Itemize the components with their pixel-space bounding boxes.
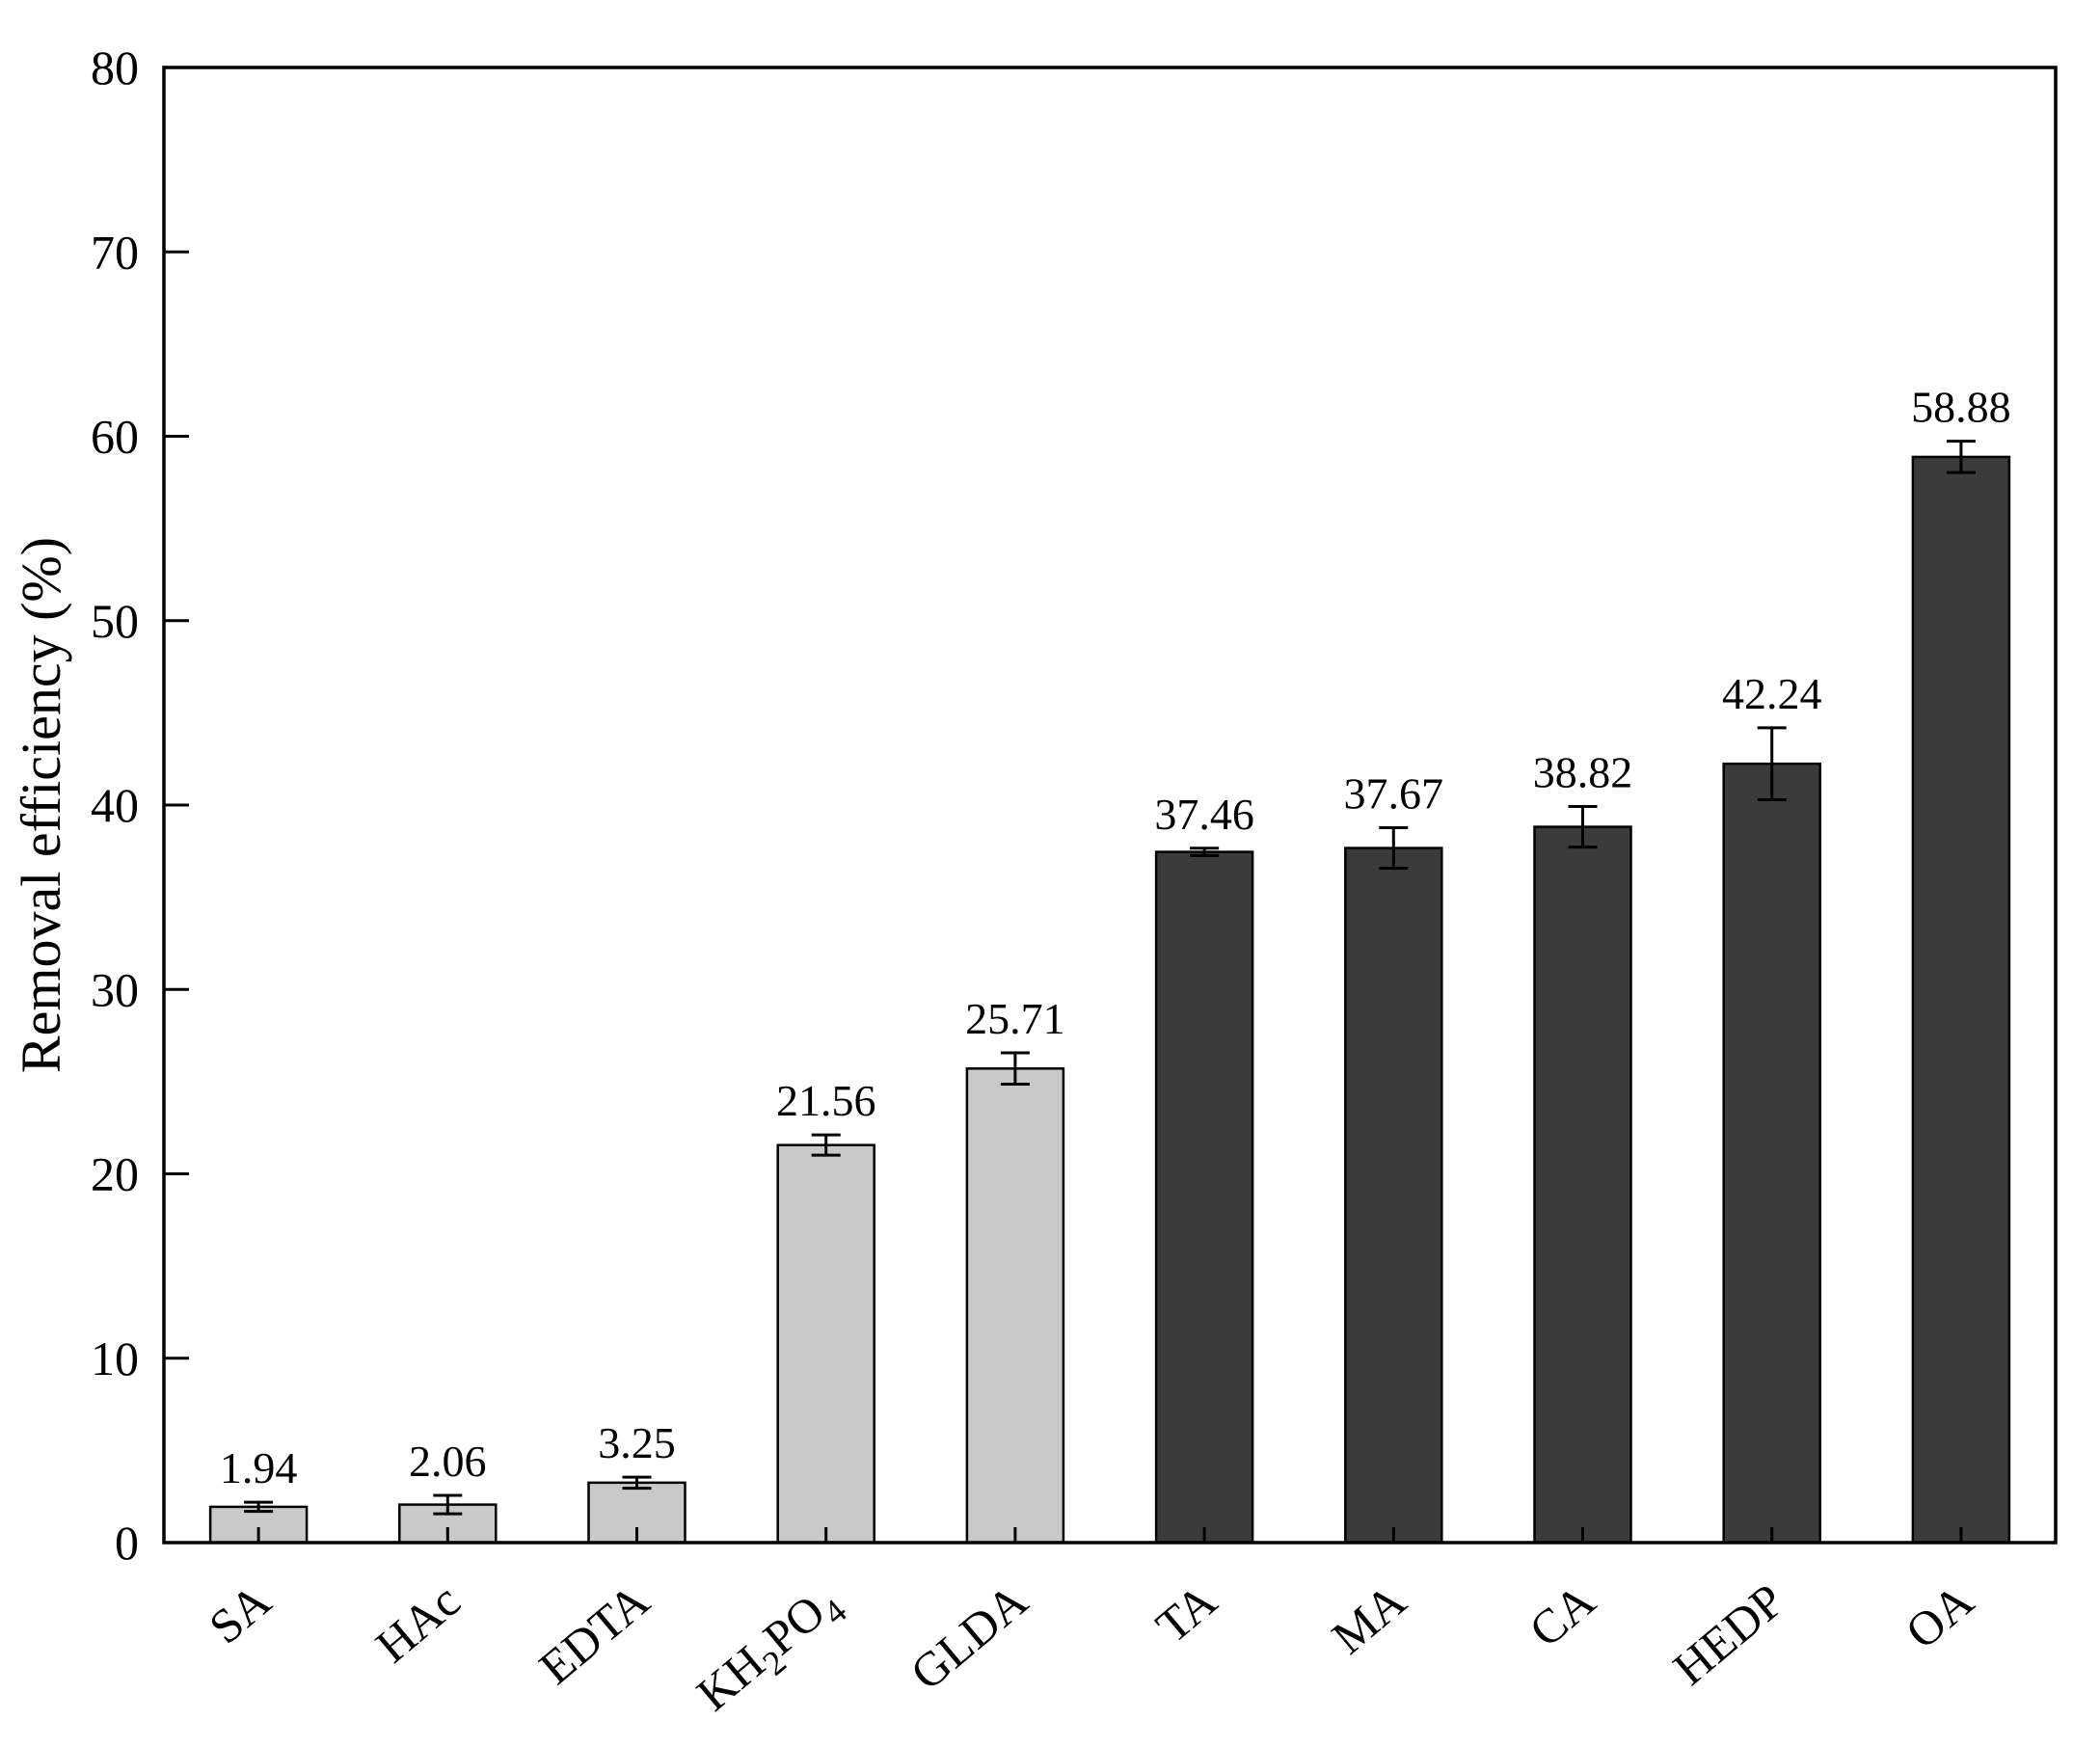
bar bbox=[1722, 762, 1821, 1545]
bar bbox=[776, 1143, 875, 1545]
y-tick-label: 70 bbox=[91, 225, 139, 279]
value-label: 37.67 bbox=[1344, 769, 1444, 819]
bar bbox=[1154, 850, 1254, 1545]
y-tick-label: 80 bbox=[91, 40, 139, 94]
value-label: 38.82 bbox=[1533, 748, 1633, 797]
value-label: 42.24 bbox=[1722, 669, 1822, 718]
y-tick-label: 40 bbox=[91, 778, 139, 832]
bar bbox=[1911, 455, 2011, 1545]
value-label: 25.71 bbox=[965, 994, 1065, 1043]
y-tick-label: 30 bbox=[91, 962, 139, 1016]
y-tick-label: 20 bbox=[91, 1147, 139, 1201]
plot-frame bbox=[162, 66, 2058, 1545]
value-label: 37.46 bbox=[1154, 790, 1254, 839]
bar bbox=[965, 1067, 1065, 1545]
value-label: 2.06 bbox=[409, 1437, 487, 1486]
value-label: 58.88 bbox=[1911, 383, 2011, 432]
y-tick-label: 60 bbox=[91, 410, 139, 464]
bar bbox=[1533, 825, 1632, 1545]
value-label: 3.25 bbox=[598, 1418, 676, 1467]
y-tick-label: 10 bbox=[91, 1331, 139, 1385]
y-tick-label: 50 bbox=[91, 594, 139, 648]
value-label: 1.94 bbox=[220, 1443, 298, 1492]
y-axis-label: Removal efficiency (%) bbox=[10, 537, 72, 1073]
bar bbox=[1344, 847, 1443, 1545]
y-tick-label: 0 bbox=[115, 1516, 139, 1570]
value-label: 21.56 bbox=[776, 1076, 876, 1125]
